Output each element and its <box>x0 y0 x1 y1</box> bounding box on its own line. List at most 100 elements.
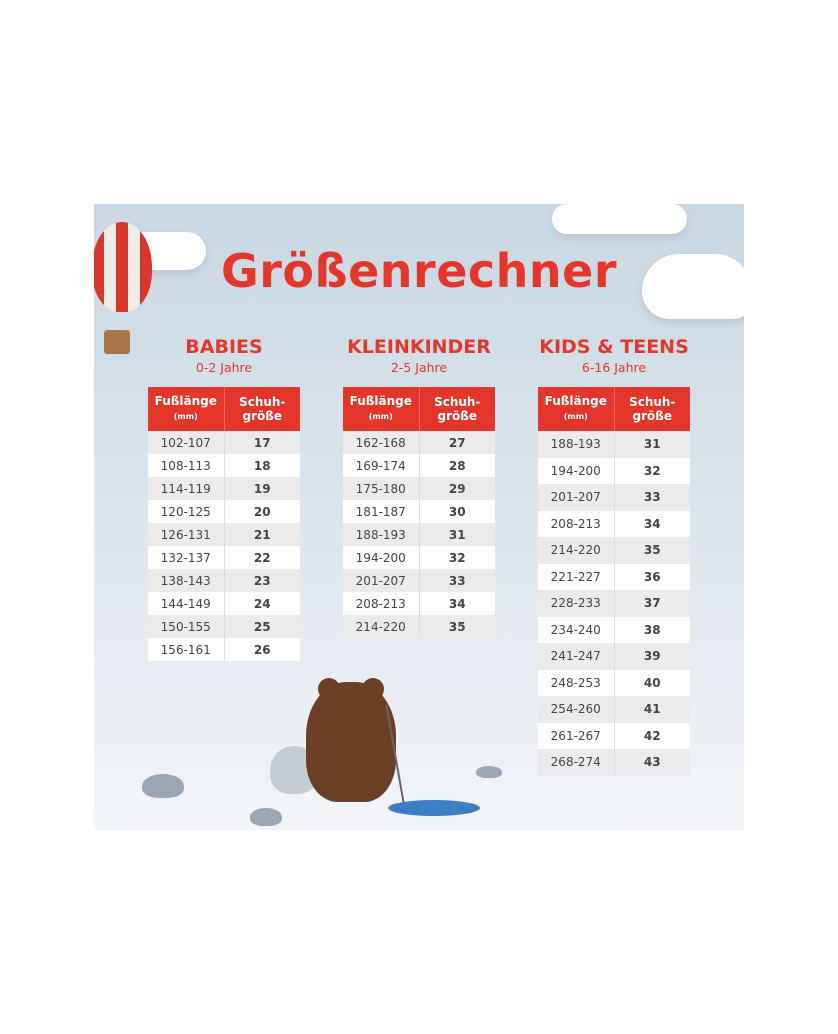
section-age: 0-2 Jahre <box>195 360 253 375</box>
table-row: 208-213 34 <box>538 510 690 537</box>
balloon-basket <box>104 330 130 354</box>
section-kleinkinder: KLEINKINDER 2-5 Jahre Fußlänge (mm) Schuh-… <box>343 336 495 638</box>
section-babies: BABIES 0-2 Jahre Fußlänge (mm) Schuh-größe… <box>148 336 300 661</box>
table-row: 201-207 33 <box>538 484 690 511</box>
table-row: 188-193 31 <box>343 523 495 546</box>
bear-ear <box>362 678 384 700</box>
foot-length-cell: 254-260 <box>538 696 615 723</box>
size-chart-banner: Größenrechner BABIES 0-2 Jahre Fußlänge(… <box>94 204 744 830</box>
shoe-size-cell: 37 <box>614 590 690 617</box>
foot-length-cell: 228-233 <box>538 590 615 617</box>
page-title: Größenrechner <box>220 244 618 298</box>
table-row: 162-168 27 <box>343 431 495 454</box>
table-header-row: Fußlänge (mm) Schuh-größe <box>148 387 300 431</box>
col-shoe-size: Schuh-größe <box>614 387 690 431</box>
shoe-size-cell: 30 <box>419 500 495 523</box>
foot-length-cell: 234-240 <box>538 616 615 643</box>
table-row: 102-107 17 <box>148 431 300 454</box>
table-row: 214-220 35 <box>538 537 690 564</box>
shoe-size-cell: 18 <box>224 454 300 477</box>
foot-length-cell: 248-253 <box>538 669 615 696</box>
table-row: 108-113 18 <box>148 454 300 477</box>
foot-length-cell: 221-227 <box>538 563 615 590</box>
foot-length-cell: 150-155 <box>148 615 225 638</box>
rock-decoration <box>476 766 502 778</box>
shoe-size-cell: 40 <box>614 669 690 696</box>
shoe-size-cell: 27 <box>419 431 495 454</box>
col-foot-length: Fußlänge (mm) <box>538 387 615 431</box>
foot-length-cell: 261-267 <box>538 722 615 749</box>
shoe-size-cell: 22 <box>224 546 300 569</box>
hot-air-balloon-illustration <box>94 222 152 312</box>
foot-length-cell: 208-213 <box>538 510 615 537</box>
foot-length-cell: 138-143 <box>148 569 225 592</box>
foot-length-cell: 194-200 <box>538 457 615 484</box>
table-row: 261-267 42 <box>538 722 690 749</box>
shoe-size-cell: 32 <box>614 457 690 484</box>
foot-length-cell: 188-193 <box>343 523 420 546</box>
foot-length-cell: 214-220 <box>343 615 420 638</box>
foot-length-cell: 188-193 <box>538 431 615 458</box>
shoe-size-cell: 38 <box>614 616 690 643</box>
table-row: 194-200 32 <box>538 457 690 484</box>
table-row: 181-187 30 <box>343 500 495 523</box>
shoe-size-cell: 33 <box>419 569 495 592</box>
foot-length-cell: 120-125 <box>148 500 225 523</box>
foot-length-cell: 175-180 <box>343 477 420 500</box>
table-row: 208-213 34 <box>343 592 495 615</box>
rock-decoration <box>142 774 184 798</box>
shoe-size-cell: 21 <box>224 523 300 546</box>
foot-length-cell: 208-213 <box>343 592 420 615</box>
table-row: 248-253 40 <box>538 669 690 696</box>
shoe-size-cell: 17 <box>224 431 300 454</box>
shoe-size-cell: 28 <box>419 454 495 477</box>
col-foot-length: Fußlänge (mm) <box>343 387 420 431</box>
foot-length-cell: 108-113 <box>148 454 225 477</box>
shoe-size-cell: 43 <box>614 749 690 776</box>
table-row: 214-220 35 <box>343 615 495 638</box>
table-row: 254-260 41 <box>538 696 690 723</box>
shoe-size-cell: 39 <box>614 643 690 670</box>
foot-length-cell: 162-168 <box>343 431 420 454</box>
section-title: KLEINKINDER <box>347 336 491 358</box>
table-row: 169-174 28 <box>343 454 495 477</box>
foot-length-cell: 268-274 <box>538 749 615 776</box>
table-row: 241-247 39 <box>538 643 690 670</box>
foot-length-cell: 241-247 <box>538 643 615 670</box>
foot-length-cell: 181-187 <box>343 500 420 523</box>
table-row: 201-207 33 <box>343 569 495 592</box>
table-row: 268-274 43 <box>538 749 690 776</box>
foot-length-cell: 114-119 <box>148 477 225 500</box>
table-row: 114-119 19 <box>148 477 300 500</box>
bear-ear <box>318 678 340 700</box>
table-row: 228-233 37 <box>538 590 690 617</box>
shoe-size-cell: 29 <box>419 477 495 500</box>
foot-length-cell: 102-107 <box>148 431 225 454</box>
col-foot-length: Fußlänge (mm) <box>148 387 225 431</box>
table-row: 150-155 25 <box>148 615 300 638</box>
foot-length-cell: 144-149 <box>148 592 225 615</box>
shoe-size-cell: 20 <box>224 500 300 523</box>
col-shoe-size: Schuh-größe <box>419 387 495 431</box>
section-age: 6-16 Jahre <box>581 360 647 375</box>
table-row: 120-125 20 <box>148 500 300 523</box>
foot-length-cell: 126-131 <box>148 523 225 546</box>
table-row: 126-131 21 <box>148 523 300 546</box>
foot-length-cell: 214-220 <box>538 537 615 564</box>
cloud-decoration <box>552 204 687 234</box>
section-title: BABIES <box>185 336 263 358</box>
section-kids-teens: KIDS & TEENS 6-16 Jahre Fußlänge (mm) Schu… <box>538 336 690 776</box>
size-table: Fußlänge (mm) Schuh-größe 188-193 31 194-200 3… <box>538 387 690 776</box>
foot-length-cell: 194-200 <box>343 546 420 569</box>
table-header-row: Fußlänge (mm) Schuh-größe <box>538 387 690 431</box>
foot-length-cell: 201-207 <box>343 569 420 592</box>
size-table: Fußlänge (mm) Schuh-größe 162-168 27 169-174 2… <box>343 387 495 638</box>
shoe-size-cell: 35 <box>614 537 690 564</box>
shoe-size-cell: 26 <box>224 638 300 661</box>
shoe-size-cell: 31 <box>419 523 495 546</box>
water-puddle <box>388 800 480 816</box>
table-row: 138-143 23 <box>148 569 300 592</box>
col-shoe-size: Schuh-größe <box>224 387 300 431</box>
table-row: 234-240 38 <box>538 616 690 643</box>
foot-length-cell: 169-174 <box>343 454 420 477</box>
